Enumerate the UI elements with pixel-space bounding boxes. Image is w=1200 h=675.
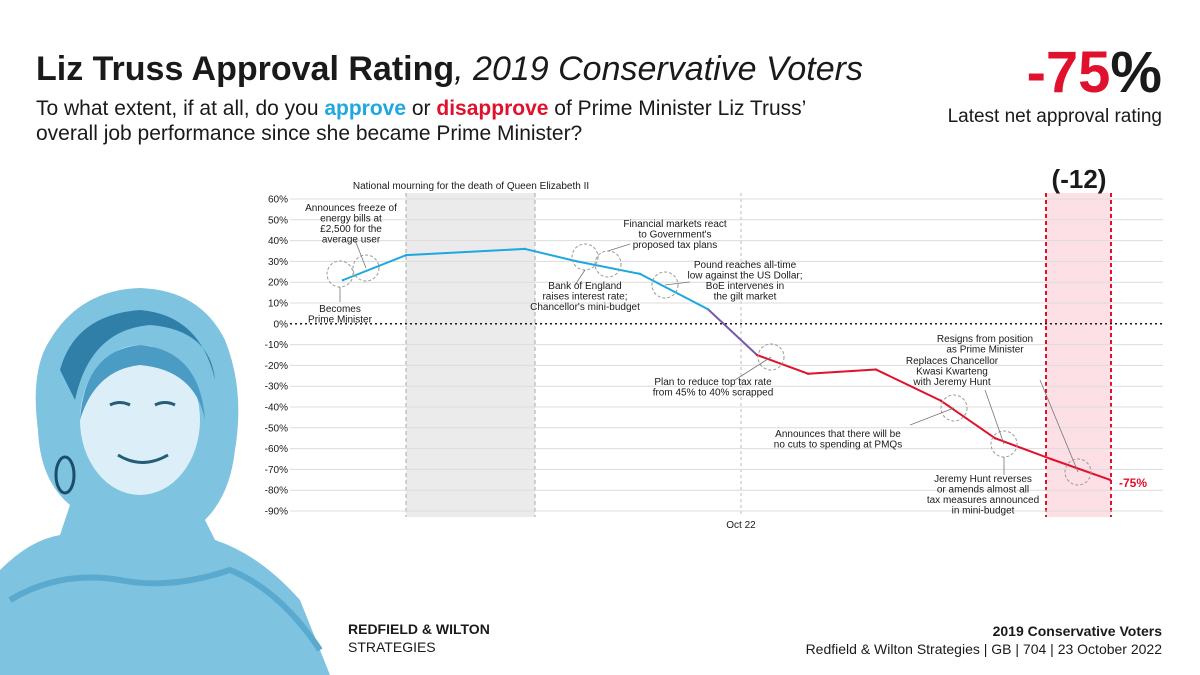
data-point xyxy=(523,247,527,251)
series-segment xyxy=(405,247,526,257)
highlight-band xyxy=(1046,193,1111,517)
brand-logo: REDFIELD & WILTON STRATEGIES xyxy=(348,620,490,656)
title-subtitle: , 2019 Conservative Voters xyxy=(454,50,863,88)
y-tick-label: -10% xyxy=(265,340,288,351)
data-point xyxy=(1108,478,1112,481)
annotation-leader xyxy=(734,356,772,381)
question-or: or xyxy=(406,97,437,120)
y-tick-label: 50% xyxy=(268,215,288,226)
survey-question: To what extent, if at all, do you approv… xyxy=(36,96,856,146)
event-marker-circle xyxy=(352,254,380,282)
headline-value: -75% xyxy=(902,42,1162,104)
mourning-band xyxy=(406,193,535,517)
event-annotation: Replaces Chancellor Kwasi Kwarteng with Je… xyxy=(906,356,999,388)
y-tick-label: 40% xyxy=(268,236,288,247)
event-marker-circle xyxy=(571,243,599,271)
y-tick-label: -50% xyxy=(265,423,288,434)
data-point xyxy=(993,437,997,440)
data-point xyxy=(806,372,810,375)
annotation-leader xyxy=(607,243,631,252)
data-point xyxy=(638,272,642,276)
source-line-1: 2019 Conservative Voters xyxy=(992,623,1162,639)
annotation-leader xyxy=(984,389,1005,445)
y-tick-label: 0% xyxy=(274,319,289,330)
headline-caption: Latest net approval rating xyxy=(947,106,1162,127)
data-point xyxy=(341,278,345,282)
logo-line-2: STRATEGIES xyxy=(348,639,436,655)
y-tick-label: 10% xyxy=(268,299,288,310)
y-tick-label: 60% xyxy=(268,195,288,206)
data-point xyxy=(575,260,579,263)
event-marker-circle xyxy=(651,271,679,299)
y-tick-label: -30% xyxy=(265,382,288,393)
data-point xyxy=(939,399,943,402)
event-marker-circle xyxy=(1064,458,1092,486)
question-disapprove: disapprove xyxy=(436,97,549,120)
series-segment xyxy=(576,260,641,275)
annotation-leader xyxy=(574,269,586,286)
y-tick-label: -20% xyxy=(265,361,288,372)
event-marker-circle xyxy=(594,250,622,278)
event-annotation: Announces that there will be no cuts to s… xyxy=(774,429,902,451)
event-annotation: Jeremy Hunt reverses or amends almost all… xyxy=(927,474,1039,517)
series-segment xyxy=(707,308,758,356)
data-point xyxy=(706,308,710,311)
annotation-leader xyxy=(909,407,955,426)
data-point xyxy=(874,368,878,371)
y-tick-label: -80% xyxy=(265,486,288,497)
x-tick-label: Oct 22 xyxy=(726,520,756,531)
event-marker-circle xyxy=(940,394,968,422)
event-annotation: Announces freeze of energy bills at £2,500… xyxy=(305,203,397,246)
y-tick-label: 30% xyxy=(268,257,288,268)
series-segment xyxy=(1050,458,1111,481)
series-segment xyxy=(807,368,877,375)
series-segment xyxy=(756,354,809,375)
annotation-leader xyxy=(664,281,691,286)
headline-unit: % xyxy=(1110,40,1162,105)
y-tick-label: -90% xyxy=(265,507,288,518)
page-title: Liz Truss Approval Rating, 2019 Conserva… xyxy=(36,50,863,89)
series-segment xyxy=(639,272,709,311)
y-tick-label: -60% xyxy=(265,444,288,455)
mourning-label: National mourning for the death of Queen… xyxy=(353,181,589,192)
event-annotation: Pound reaches all-time low against the US… xyxy=(687,260,802,303)
event-marker-circle xyxy=(326,260,354,288)
question-approve: approve xyxy=(324,97,407,120)
end-value-label: -75% xyxy=(1119,476,1147,490)
title-main: Liz Truss Approval Rating xyxy=(36,50,455,88)
event-marker-circle xyxy=(757,343,785,371)
y-tick-label: -70% xyxy=(265,465,288,476)
logo-line-1: REDFIELD & WILTON xyxy=(348,621,490,637)
event-annotation: Financial markets react to Government's pr… xyxy=(623,219,727,251)
portrait-photo xyxy=(0,288,330,675)
event-annotation: Bank of England raises interest rate; Chan… xyxy=(530,281,640,313)
data-point xyxy=(404,253,408,257)
annotation-leader xyxy=(354,239,367,269)
change-label: (-12) xyxy=(1052,164,1107,194)
source-note: 2019 Conservative Voters Redfield & Wilt… xyxy=(806,622,1162,658)
question-before: To what extent, if at all, do you xyxy=(36,97,325,120)
y-tick-label: 20% xyxy=(268,278,288,289)
y-tick-label: -40% xyxy=(265,403,288,414)
series-segment xyxy=(994,437,1052,460)
event-annotation: Becomes Prime Minister xyxy=(308,304,373,326)
annotation-leader xyxy=(1039,379,1079,473)
source-line-2: Redfield & Wilton Strategies | GB | 704 … xyxy=(805,641,1162,657)
event-annotation: Plan to reduce top tax rate from 45% to 4… xyxy=(653,377,774,399)
event-annotation: Resigns from position as Prime Minister xyxy=(937,334,1033,356)
series-segment xyxy=(524,247,578,263)
data-point xyxy=(1049,457,1053,461)
series-segment xyxy=(940,399,996,440)
headline-number: -75 xyxy=(1026,40,1111,105)
headline-rating: -75% Latest net approval rating xyxy=(902,42,1162,128)
series-segment xyxy=(342,254,407,282)
series-segment xyxy=(875,368,942,402)
question-after: of Prime Minister Liz Truss’ overall job… xyxy=(36,97,806,145)
